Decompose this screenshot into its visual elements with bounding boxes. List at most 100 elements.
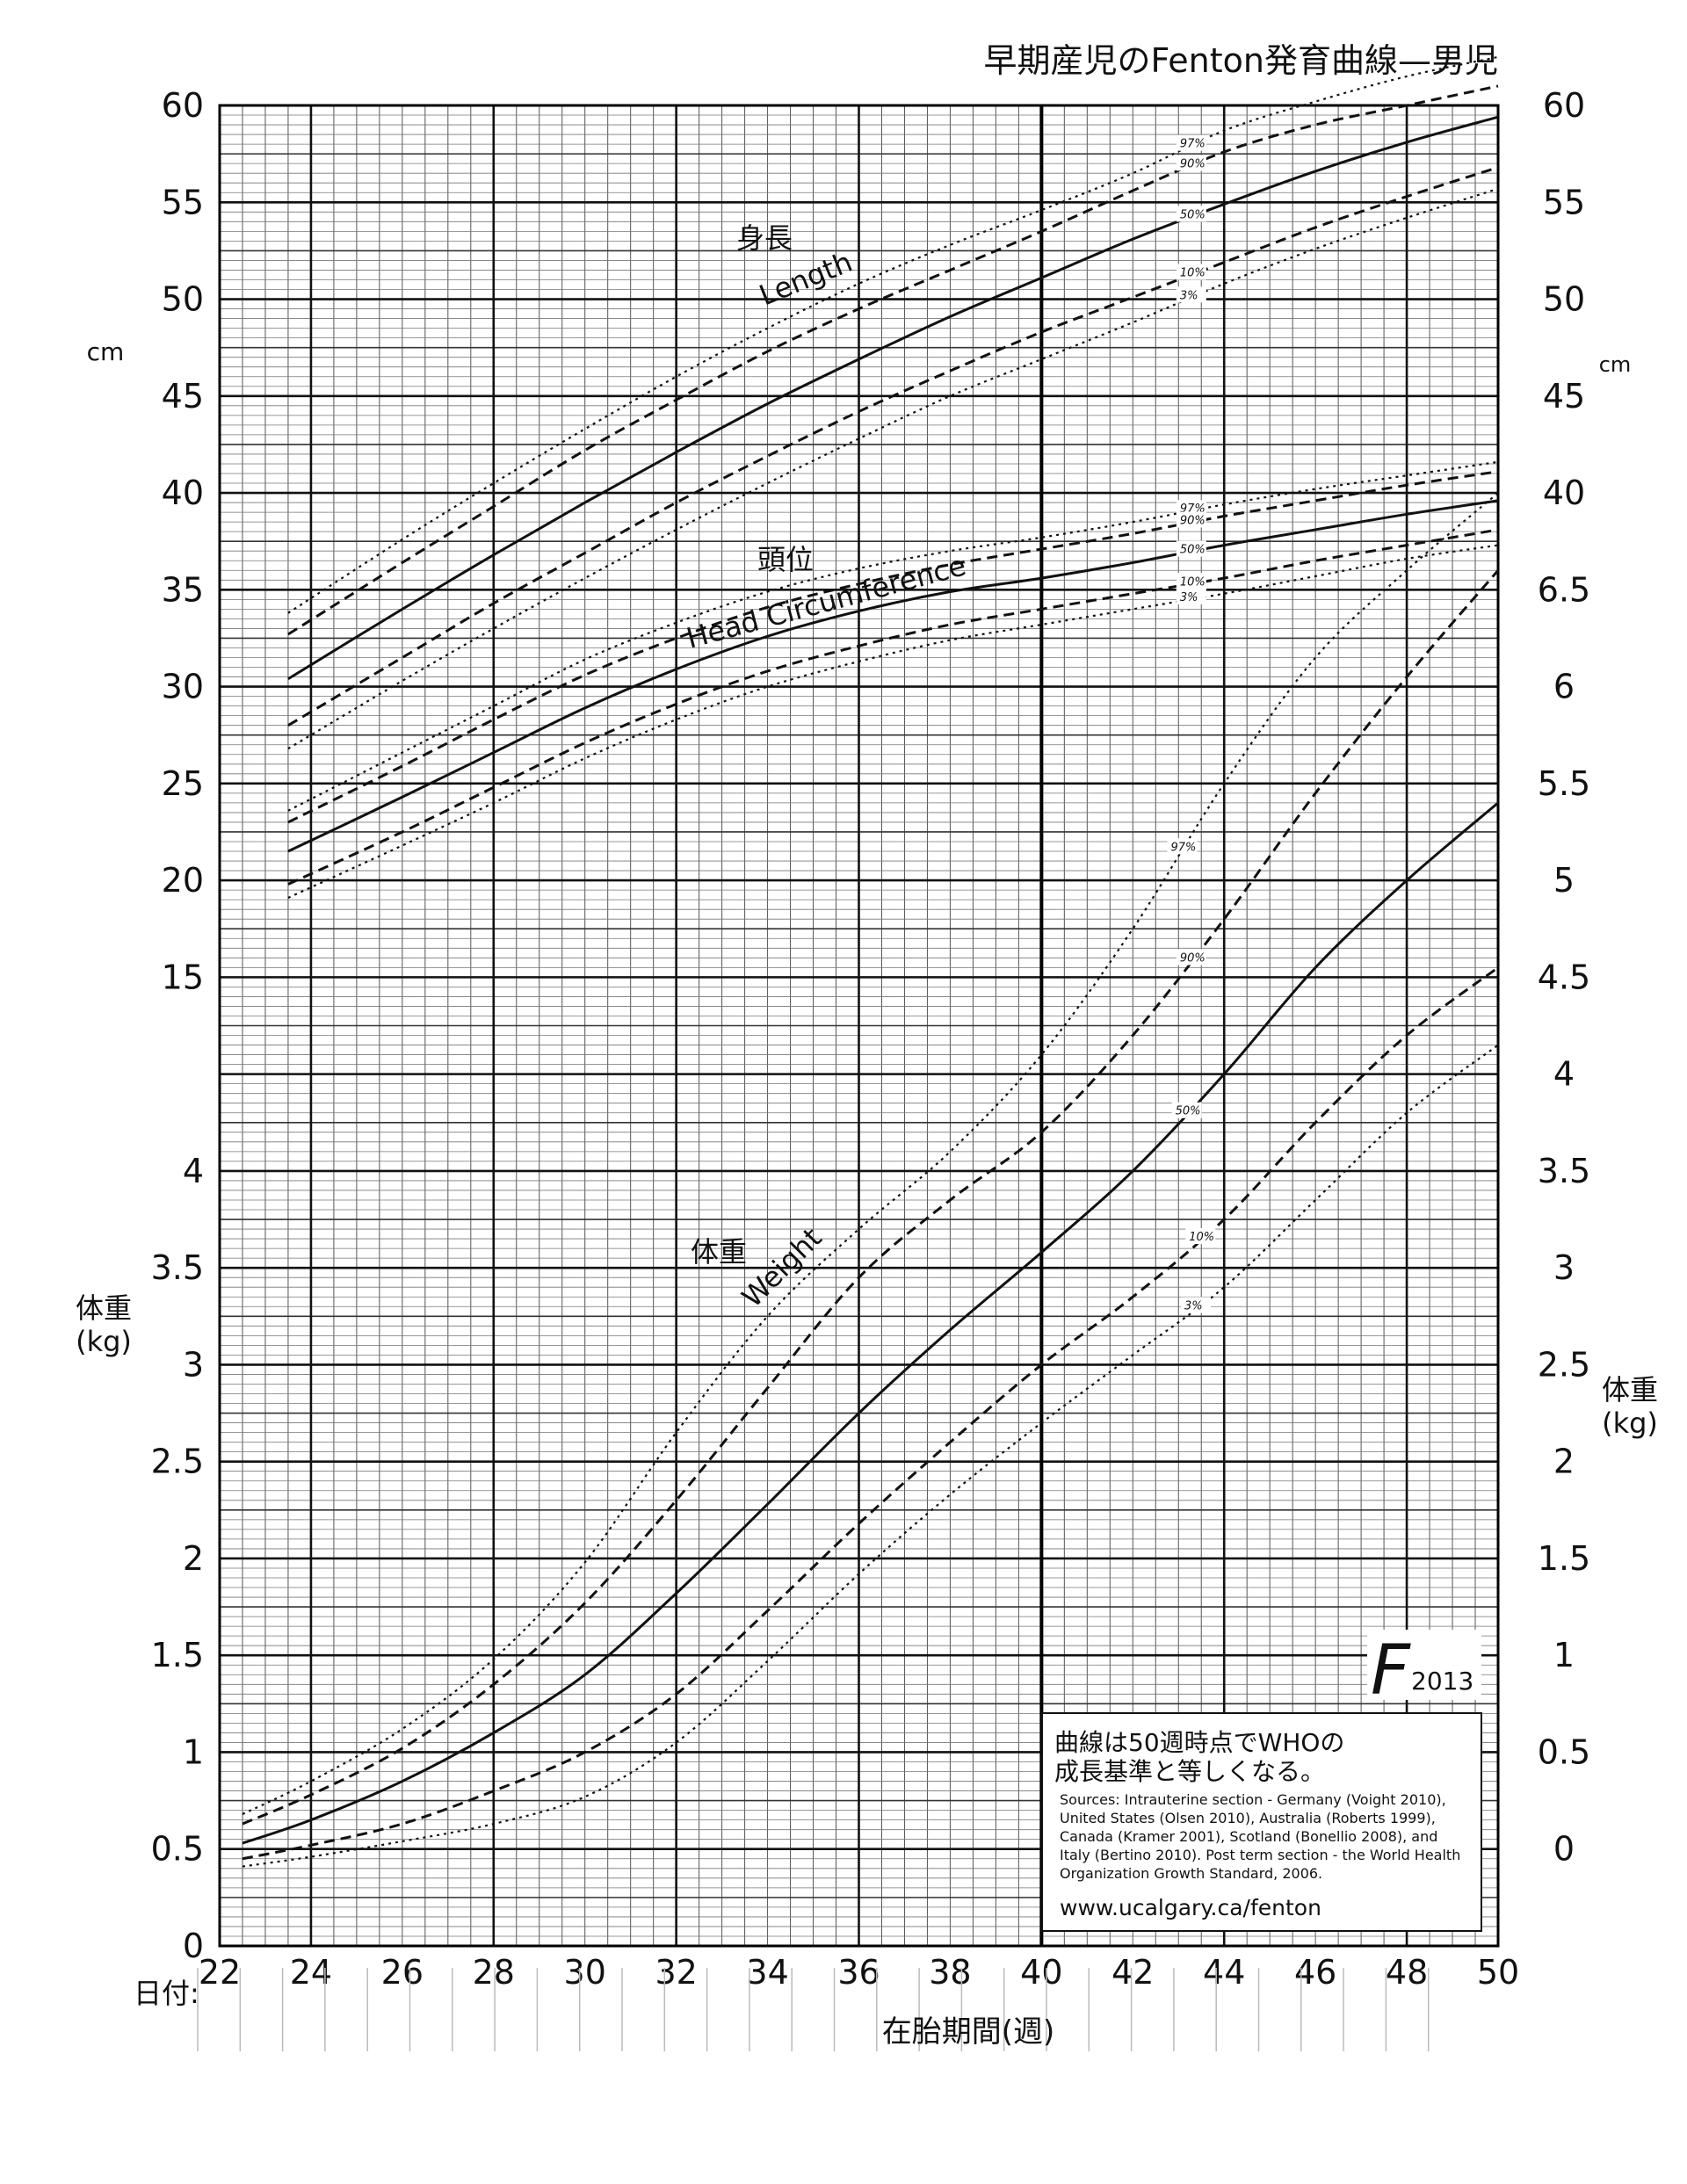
- weight-p3-curve: [242, 1044, 1499, 1868]
- weight-p90-curve: [242, 569, 1500, 1826]
- weight-pct-bg: [1185, 1228, 1216, 1245]
- head-pct-label: 90%: [1180, 514, 1206, 527]
- left-weight-label: 体重(kg): [76, 1291, 132, 1358]
- length-p10-curve: [287, 166, 1499, 727]
- note-sources: Sources: Intrauterine section - Germany …: [1060, 1791, 1460, 1882]
- grid-major: [218, 104, 1500, 1948]
- left-tick-label: 2.5: [151, 1443, 204, 1481]
- growth-curves: [242, 55, 1500, 1868]
- note-url: www.ucalgary.ca/fenton: [1060, 1895, 1321, 1920]
- x-tick-label: 40: [1020, 1953, 1062, 1992]
- left-tick-label: 1.5: [151, 1636, 204, 1674]
- left-tick-label: 3: [183, 1345, 204, 1384]
- x-tick-label: 44: [1203, 1953, 1245, 1992]
- left-tick-label: 2: [183, 1539, 204, 1578]
- date-label: 日付:: [134, 1977, 199, 2010]
- right-axis: 60 55 50 45 40 6.5 6 5.5 5 4.5 4 3.5 3 2.5 2 1.5 1 0.5 0: [1538, 86, 1590, 1869]
- x-tick-label: 26: [381, 1953, 424, 1992]
- length-pct-bg: [1176, 286, 1206, 303]
- length-pct-bg: [1176, 155, 1206, 171]
- weight-pct-bg: [1176, 949, 1206, 965]
- right-tick-label: 3: [1553, 1248, 1575, 1287]
- left-tick-label: 20: [162, 861, 204, 900]
- right-tick-label: 3.5: [1538, 1152, 1590, 1190]
- left-unit-cm: cm: [87, 337, 125, 366]
- left-tick-label: 45: [162, 377, 204, 416]
- head-p10-curve: [287, 528, 1499, 886]
- left-tick-label: 40: [162, 474, 204, 512]
- length-p90-curve: [287, 84, 1499, 636]
- x-tick-label: 50: [1477, 1953, 1519, 1992]
- chart-title: 早期産児のFenton発育曲線—男児: [984, 41, 1498, 80]
- head-pct-bg: [1176, 588, 1206, 604]
- note-source-line: Organization Growth Standard, 2006.: [1060, 1865, 1322, 1882]
- note-line-1: 曲線は50週時点でWHOの: [1054, 1728, 1344, 1757]
- fenton-logo: F 2013: [1367, 1630, 1481, 1710]
- date-cells: [197, 1968, 1430, 2051]
- right-weight-label-line: 体重: [1602, 1373, 1658, 1407]
- weight-pct-label: 97%: [1170, 841, 1196, 854]
- right-tick-label: 4: [1553, 1055, 1575, 1094]
- head-pct-label: 10%: [1180, 575, 1206, 589]
- right-tick-label: 2: [1553, 1443, 1575, 1481]
- left-tick-label: 15: [162, 958, 204, 996]
- length-pct-bg: [1176, 264, 1206, 280]
- right-tick-label: 50: [1543, 280, 1585, 319]
- left-axis: 60 55 50 45 40 35 30 25 20 15 4 3.5 3 2.5 2 1.5 1 0.5 0: [151, 86, 204, 1965]
- x-tick-label: 32: [655, 1953, 697, 1992]
- left-tick-label: 60: [162, 86, 204, 125]
- percentile-labels: 97%90%50%10%3%97%90%50%10%3%97%90%50%10%…: [1167, 134, 1216, 1313]
- head-label-en: Head Circumference: [683, 548, 969, 654]
- right-unit-cm: cm: [1599, 352, 1632, 377]
- left-weight-label-line: (kg): [76, 1325, 132, 1358]
- note-source-line: Canada (Kramer 2001), Scotland (Bonellio…: [1060, 1828, 1437, 1845]
- logo-f-icon: F: [1371, 1631, 1411, 1710]
- x-tick-label: 38: [929, 1953, 971, 1992]
- note-box: 曲線は50週時点でWHOの 成長基準と等しくなる。 Sources: Intra…: [1041, 1712, 1482, 1932]
- logo-year: 2013: [1411, 1667, 1473, 1696]
- weight-pct-label: 50%: [1176, 1105, 1201, 1118]
- length-pct-label: 50%: [1180, 208, 1206, 221]
- length-pct-bg: [1176, 206, 1206, 222]
- weight-pct-label: 10%: [1189, 1231, 1214, 1244]
- head-pct-label: 50%: [1180, 544, 1206, 557]
- weight-pct-bg: [1167, 838, 1198, 855]
- length-pct-label: 97%: [1180, 138, 1206, 151]
- weight-pct-label: 3%: [1184, 1299, 1203, 1313]
- head-p50-curve: [287, 499, 1499, 853]
- left-tick-label: 0: [183, 1927, 204, 1965]
- x-tick-label: 30: [564, 1953, 606, 1992]
- x-tick-label: 28: [473, 1953, 515, 1992]
- length-label-en: Length: [755, 245, 858, 313]
- weight-pct-label: 90%: [1180, 952, 1206, 965]
- length-pct-label: 10%: [1180, 267, 1206, 280]
- length-pct-label: 90%: [1180, 157, 1206, 170]
- left-tick-label: 0.5: [151, 1830, 204, 1869]
- right-tick-label: 60: [1543, 86, 1585, 125]
- right-tick-label: 5.5: [1538, 764, 1590, 803]
- right-tick-label: 1.5: [1538, 1539, 1590, 1578]
- x-axis: 22 24 26 28 30 32 34 36 38 40 42 44 46 48 50: [199, 1953, 1519, 1992]
- x-tick-label: 24: [290, 1953, 332, 1992]
- plot-frame: [218, 104, 1500, 1948]
- left-tick-label: 35: [162, 570, 204, 609]
- length-p3-curve: [287, 187, 1499, 750]
- weight-p50-curve: [242, 801, 1499, 1845]
- weight-pct-bg: [1171, 1102, 1202, 1118]
- right-tick-label: 1: [1553, 1636, 1575, 1674]
- note-source-line: United States (Olsen 2010), Australia (R…: [1060, 1810, 1436, 1826]
- left-tick-label: 50: [162, 280, 204, 319]
- right-tick-label: 0.5: [1538, 1732, 1590, 1771]
- right-tick-label: 4.5: [1538, 958, 1590, 996]
- left-tick-label: 4: [183, 1152, 204, 1190]
- right-tick-label: 5: [1553, 861, 1575, 900]
- length-pct-bg: [1176, 134, 1206, 151]
- weight-p97-curve: [242, 492, 1499, 1816]
- head-p90-curve: [287, 470, 1499, 824]
- head-label-ja: 頭位: [757, 543, 814, 576]
- weight-label-ja: 体重: [691, 1235, 747, 1269]
- right-tick-label: 55: [1543, 183, 1585, 221]
- x-tick-label: 42: [1111, 1953, 1154, 1992]
- x-tick-label: 36: [837, 1953, 880, 1992]
